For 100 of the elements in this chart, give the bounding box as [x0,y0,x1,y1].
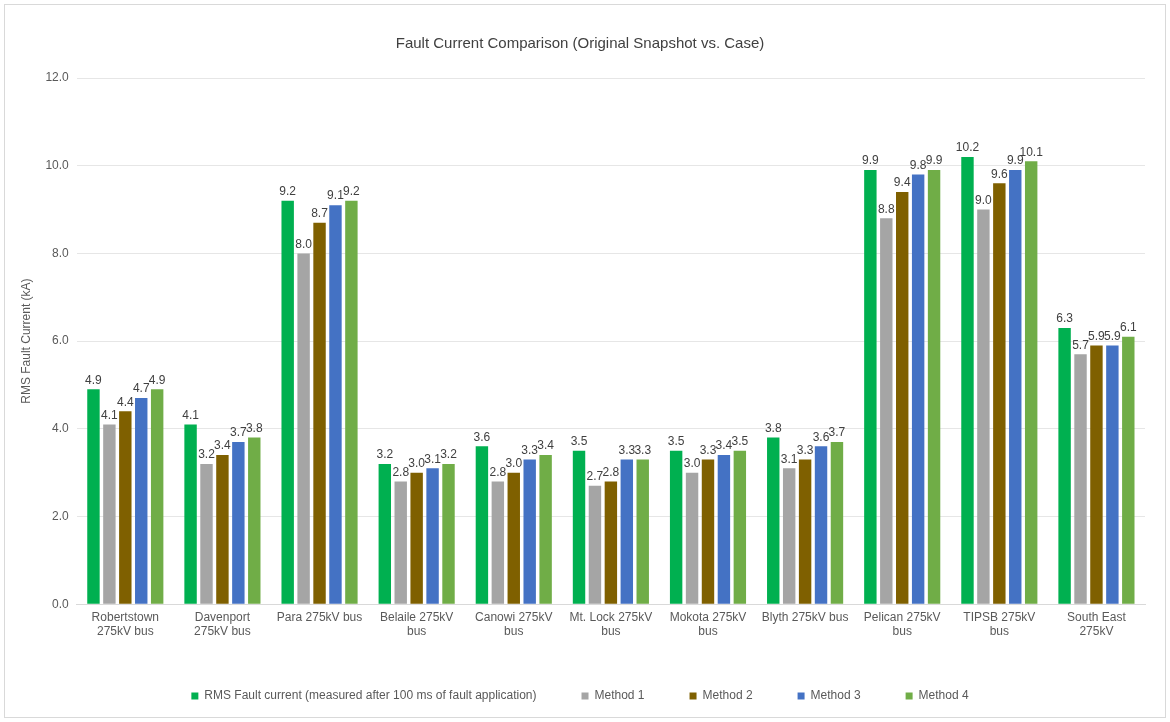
bar [329,205,342,604]
y-tick-label: 10.0 [45,158,70,173]
bar [426,468,439,604]
bar [539,455,552,604]
data-label: 8.7 [311,206,329,221]
bar [297,253,310,604]
data-label: 9.9 [925,153,943,168]
y-axis-title: RMS Fault Current (kA) [18,278,33,404]
bar [588,485,602,604]
bar [977,209,990,604]
data-label: 10.2 [955,140,980,155]
data-label: 3.4 [537,438,555,453]
bar [782,468,796,604]
data-label: 3.8 [245,420,263,435]
bar [1024,161,1038,604]
data-label: 4.9 [148,372,166,387]
x-tick-label: South East 275kV [1067,609,1127,639]
bar [1090,345,1103,604]
y-tick-label: 12.0 [45,70,70,85]
data-label: 3.0 [683,455,701,470]
bar [232,441,245,604]
data-label: 3.5 [570,434,588,449]
data-label: 4.1 [101,407,119,422]
legend-label: RMS Fault current (measured after 100 ms of fault application) [204,688,537,703]
bar [572,450,586,604]
bar [830,441,844,604]
bar [620,459,634,604]
bar [184,424,197,604]
bar [313,222,326,604]
legend-label: Method 3 [810,688,861,703]
data-label: 3.4 [214,438,232,453]
x-tick-label: TIPSB 275kV bus [963,609,1036,639]
data-label: 2.7 [586,469,604,484]
bar [669,450,683,604]
bar [993,183,1006,604]
data-label: 3.3 [634,442,652,457]
bar [491,481,505,604]
data-label: 9.2 [343,184,361,199]
y-tick-label: 4.0 [52,421,70,436]
data-label: 4.7 [132,381,150,396]
bar [119,411,132,604]
bar [880,218,893,604]
data-label: 3.1 [424,451,442,466]
data-label: 9.2 [279,184,297,199]
bar [248,437,261,604]
data-label: 9.4 [893,175,911,190]
bar [135,398,148,604]
bar [701,459,715,604]
bar [442,463,455,604]
bar [523,459,536,604]
bar [378,463,392,604]
bar [798,459,812,604]
x-tick-label: Blyth 275kV bus [761,609,849,624]
data-label: 8.0 [295,236,313,251]
bar [216,455,229,604]
bar [345,200,358,604]
legend-label: Method 4 [918,688,969,703]
bar [1074,354,1087,604]
bar [475,446,489,604]
x-tick-label: Belaile 275kV bus [379,609,454,639]
x-tick-label: Pelican 275kV bus [863,609,941,639]
bar [200,463,213,604]
data-label: 9.8 [909,157,927,172]
bar [864,170,877,604]
chart-title: Fault Current Comparison (Original Snapshot vs. Case) [395,34,765,52]
data-label: 9.6 [990,166,1008,181]
data-label: 3.3 [699,442,717,457]
data-label: 2.8 [602,464,620,479]
bar [636,459,649,604]
bar [604,481,618,604]
x-tick-label: Davenport 275kV bus [194,609,251,639]
y-tick-label: 6.0 [52,333,70,348]
data-label: 9.9 [862,153,880,168]
bar [717,455,731,604]
data-label: 2.8 [392,464,410,479]
bar [1106,345,1119,604]
bar [1009,170,1022,604]
data-label: 2.8 [489,464,507,479]
bar [767,437,780,604]
x-tick-label: Para 275kV bus [276,609,363,624]
bar [1122,336,1135,604]
bar [103,424,116,604]
bar [394,481,407,604]
bar [911,174,925,604]
bar [507,472,520,604]
data-label: 3.3 [796,442,814,457]
x-tick-label: Mt. Lock 275kV bus [569,609,653,639]
x-tick-label: Mokota 275kV bus [669,609,747,639]
bar [410,472,423,604]
data-label: 9.0 [975,192,993,207]
bar [87,389,100,604]
data-label: 3.7 [828,425,846,440]
data-label: 3.8 [764,420,782,435]
legend-label: Method 2 [702,688,753,703]
bar [733,450,747,604]
data-label: 5.9 [1104,328,1122,343]
bar [961,156,974,604]
data-label: 3.0 [408,455,426,470]
bar [685,472,699,604]
data-label: 3.0 [505,455,523,470]
